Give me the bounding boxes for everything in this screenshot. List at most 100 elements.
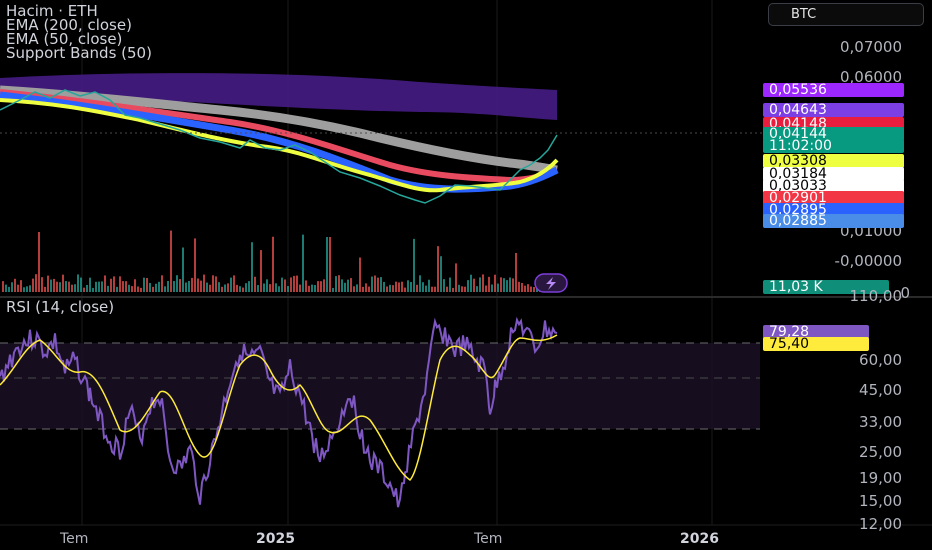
- price-tag: 0,04144: [763, 127, 904, 141]
- volume-bar: [203, 274, 205, 292]
- volume-bar: [326, 237, 328, 292]
- volume-bar: [416, 284, 418, 292]
- volume-bar: [233, 275, 235, 292]
- volume-bar: [188, 280, 190, 292]
- volume-bar: [491, 284, 493, 292]
- support-band: [0, 73, 557, 120]
- volume-bar: [251, 242, 253, 292]
- volume-bar: [356, 284, 358, 292]
- volume-bar: [197, 278, 199, 292]
- volume-bar: [137, 286, 139, 292]
- volume-bar: [371, 276, 373, 292]
- volume-bar: [401, 281, 403, 292]
- volume-bar: [449, 277, 451, 292]
- volume-bar: [185, 282, 187, 292]
- volume-bar: [248, 281, 250, 292]
- volume-bar: [506, 280, 508, 292]
- volume-bar: [113, 276, 115, 292]
- volume-bar: [239, 286, 241, 292]
- volume-bar: [425, 285, 427, 292]
- price-tag: 0,05536: [763, 83, 904, 97]
- price-tag: 11:02:00: [763, 139, 904, 153]
- volume-bar: [392, 285, 394, 292]
- volume-bar: [89, 277, 91, 292]
- volume-bar: [464, 286, 466, 292]
- volume-bar: [350, 278, 352, 292]
- ema50-legend[interactable]: EMA (50, close): [6, 30, 123, 48]
- volume-bar: [8, 286, 10, 292]
- volume-bar: [23, 287, 25, 292]
- volume-bar: [131, 286, 133, 292]
- volume-bar: [206, 282, 208, 292]
- price-axis-label: 0,07000: [839, 38, 902, 56]
- symbol-compare-button[interactable]: BTC: [768, 3, 924, 26]
- volume-bar: [395, 281, 397, 292]
- volume-bar: [92, 287, 94, 292]
- ema200-legend[interactable]: EMA (200, close): [6, 16, 132, 34]
- volume-bar: [80, 277, 82, 292]
- volume-bar: [470, 274, 472, 292]
- volume-bar: [20, 280, 22, 292]
- volume-bar: [419, 275, 421, 292]
- volume-bar: [410, 281, 412, 292]
- rsi-axis-label: 110,00: [849, 287, 903, 305]
- price-tag: 0,03308: [763, 154, 904, 168]
- volume-bar: [254, 276, 256, 292]
- volume-bar: [68, 281, 70, 292]
- volume-bar: [116, 286, 118, 292]
- volume-bar: [278, 286, 280, 292]
- rsi-line: [0, 316, 558, 508]
- volume-bar: [320, 281, 322, 292]
- rsi-legend[interactable]: RSI (14, close): [6, 298, 115, 316]
- rsi-value-tag: 75,40: [763, 337, 869, 351]
- price-axis-label: 0: [900, 284, 910, 302]
- volume-bar: [74, 284, 76, 292]
- volume-legend[interactable]: Hacim · ETH: [6, 2, 98, 20]
- volume-bar: [209, 284, 211, 292]
- rsi-axis-label: 45,00: [859, 381, 902, 399]
- volume-bar: [308, 285, 310, 292]
- volume-bar: [344, 282, 346, 292]
- yellow-ema-line: [0, 98, 559, 193]
- volume-bar: [476, 286, 478, 292]
- volume-bar: [122, 281, 124, 292]
- volume-bar: [182, 247, 184, 292]
- volume-bar: [533, 287, 535, 292]
- volume-bar: [302, 234, 304, 292]
- volume-bar: [32, 278, 34, 292]
- time-axis-label: 2026: [680, 531, 719, 547]
- price-axis-label: 0,06000: [839, 68, 902, 86]
- volume-bar: [2, 281, 4, 292]
- volume-bar: [323, 279, 325, 292]
- volume-bar: [467, 280, 469, 292]
- volume-bar: [65, 281, 67, 292]
- volume-bar: [428, 279, 430, 292]
- volume-bar: [296, 275, 298, 292]
- volume-bar: [71, 284, 73, 292]
- volume-bar: [383, 281, 385, 292]
- volume-bar: [26, 286, 28, 292]
- volume-bar: [176, 275, 178, 292]
- volume-bar: [218, 282, 220, 292]
- volume-bar: [14, 278, 16, 292]
- alert-button[interactable]: [534, 273, 568, 293]
- volume-bar: [461, 286, 463, 292]
- rsi-axis-label: 25,00: [859, 443, 902, 461]
- volume-bar: [530, 286, 532, 292]
- volume-bar: [17, 284, 19, 292]
- volume-bar: [125, 281, 127, 292]
- volume-bar: [305, 280, 307, 292]
- support-bands-legend[interactable]: Support Bands (50): [6, 44, 152, 62]
- volume-bar: [245, 283, 247, 292]
- volume-bar: [338, 275, 340, 292]
- volume-bar: [98, 281, 100, 292]
- volume-bar: [527, 284, 529, 292]
- volume-bar: [518, 281, 520, 292]
- volume-bar: [293, 275, 295, 292]
- volume-bar: [290, 277, 292, 292]
- volume-bar: [158, 281, 160, 292]
- time-axis-label: Tem: [474, 531, 503, 547]
- volume-bar: [347, 279, 349, 292]
- price-tag: 0,02895: [763, 203, 904, 217]
